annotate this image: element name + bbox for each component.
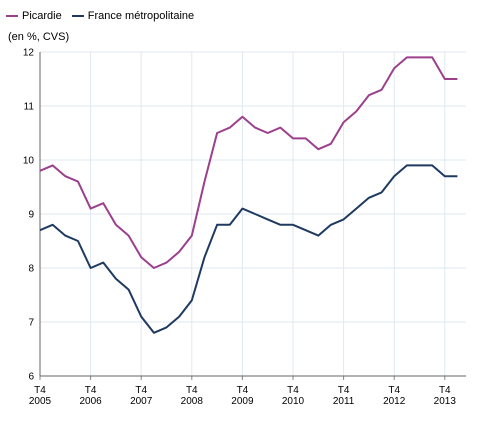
x-tick-label: 2012 (383, 396, 406, 407)
legend-swatch-france (71, 15, 84, 17)
legend-label-picardie: Picardie (22, 10, 62, 22)
x-tick-label: T4 (287, 385, 299, 396)
x-tick-label: 2010 (282, 396, 305, 407)
x-tick-label: 2008 (181, 396, 204, 407)
legend-label-france: France métropolitaine (87, 10, 195, 22)
x-tick-label: 2006 (79, 396, 102, 407)
x-tick-label: 2007 (130, 396, 153, 407)
x-tick-label: T4 (135, 385, 147, 396)
y-tick-label: 8 (28, 264, 34, 275)
x-tick-label: T4 (85, 385, 97, 396)
x-tick-label: 2009 (231, 396, 254, 407)
y-tick-label: 6 (28, 372, 34, 383)
x-tick-label: T4 (388, 385, 400, 396)
y-tick-label: 11 (24, 102, 35, 113)
legend-swatch-picardie (6, 15, 18, 17)
y-tick-label: 9 (28, 210, 34, 221)
unit-label: (en %, CVS) (8, 31, 70, 43)
series-line-france (39, 164, 458, 334)
x-tick-label: T4 (34, 385, 46, 396)
x-tick-label: 2011 (333, 396, 355, 407)
legend-item-france: France métropolitaine (71, 10, 195, 22)
x-tick-label: T4 (186, 385, 198, 396)
x-tick-label: T4 (439, 385, 451, 396)
legend: Picardie France métropolitaine (6, 10, 204, 22)
y-tick-label: 7 (28, 318, 34, 329)
y-tick-label: 12 (23, 48, 35, 59)
y-tick-label: 10 (23, 156, 35, 167)
x-tick-label: 2005 (29, 396, 52, 407)
x-tick-label: T4 (237, 385, 249, 396)
x-tick-label: 2013 (434, 396, 457, 407)
x-tick-label: T4 (338, 385, 350, 396)
series-line-picardie (39, 56, 458, 269)
legend-item-picardie: Picardie (6, 10, 62, 22)
